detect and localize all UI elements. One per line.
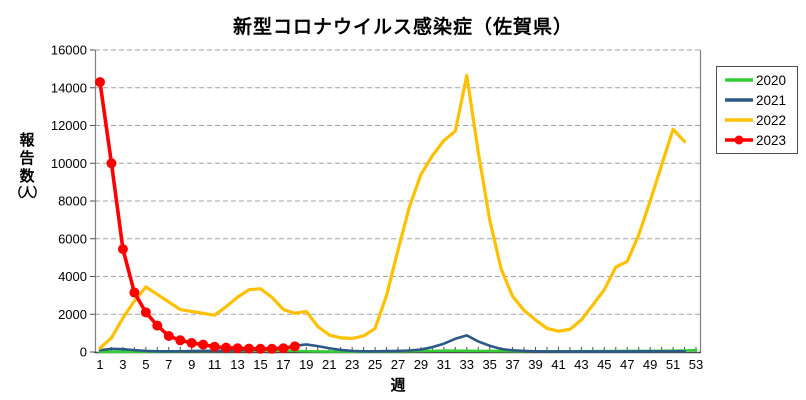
- x-tick-label: 43: [574, 357, 588, 372]
- x-tick-label: 21: [322, 357, 336, 372]
- y-tick-label: 6000: [58, 231, 87, 246]
- legend-line-swatch-icon: [725, 98, 753, 102]
- y-tick-label: 12000: [51, 118, 87, 133]
- series-2023-marker: [117, 244, 128, 255]
- x-tick-label: 29: [414, 357, 428, 372]
- x-tick-label: 13: [230, 357, 244, 372]
- series-2023-marker: [244, 343, 254, 354]
- y-axis-title-char: 報: [19, 132, 35, 149]
- legend-label: 2023: [756, 132, 787, 148]
- x-tick-label: 23: [345, 357, 359, 372]
- legend-line-swatch-icon: [725, 118, 753, 122]
- legend-item-2022: 2022: [724, 113, 795, 128]
- y-tick-label: 16000: [51, 43, 87, 58]
- series-2023-marker: [95, 77, 105, 88]
- y-tick-label: 10000: [51, 156, 87, 171]
- series-2023-marker: [278, 343, 289, 354]
- x-tick-label: 9: [188, 357, 195, 372]
- series-2023-marker: [175, 335, 186, 346]
- series-2023-marker: [186, 337, 197, 348]
- x-tick-label: 25: [368, 357, 382, 372]
- series-2022-line: [98, 73, 687, 350]
- x-tick-label: 35: [482, 357, 496, 372]
- x-tick-label: 41: [551, 357, 565, 372]
- series-2023-marker: [221, 342, 232, 353]
- legend-line-swatch-icon: [725, 135, 753, 145]
- legend-item-2023: 2023: [724, 133, 795, 148]
- x-tick-label: 1: [96, 357, 103, 372]
- series-2023-marker: [129, 287, 140, 298]
- series-2021-line: [98, 334, 686, 353]
- y-axis-title-char: 数: [19, 168, 35, 185]
- x-tick-label: 27: [391, 357, 405, 372]
- legend-label: 2021: [756, 92, 787, 108]
- series-2023-marker: [266, 343, 277, 354]
- x-tick-label: 47: [620, 357, 634, 372]
- y-tick-label: 14000: [51, 80, 87, 95]
- x-axis-title: 週: [390, 377, 406, 394]
- x-tick-label: 31: [437, 357, 451, 372]
- legend-label: 2022: [756, 112, 787, 128]
- y-axis-title: 報告数（人）: [8, 132, 46, 201]
- y-tick-label: 8000: [58, 194, 87, 209]
- series-2023-marker: [198, 339, 209, 350]
- series-2023-marker: [106, 158, 117, 169]
- x-tick-label: 51: [666, 357, 680, 372]
- x-tick-label: 37: [505, 357, 519, 372]
- series-2023-marker: [232, 343, 243, 354]
- y-tick-label: 2000: [58, 307, 87, 322]
- x-tick-label: 33: [460, 357, 474, 372]
- x-tick-label: 39: [528, 357, 542, 372]
- y-tick-label: 4000: [58, 269, 87, 284]
- x-tick-label: 11: [208, 357, 222, 372]
- legend-item-2021: 2021: [724, 93, 795, 108]
- series-2023-marker: [209, 341, 220, 352]
- y-axis-title-char: （人）: [9, 186, 46, 200]
- x-tick-label: 45: [597, 357, 611, 372]
- series-2023-marker: [140, 307, 151, 318]
- x-tick-label: 19: [299, 357, 313, 372]
- series-2023-marker: [255, 343, 266, 354]
- chart-title: 新型コロナウイルス感染症（佐賀県）: [232, 17, 573, 38]
- y-axis-title-char: 告: [19, 150, 35, 167]
- series-2023-marker: [163, 330, 174, 341]
- x-tick-label: 17: [276, 357, 290, 372]
- legend-label: 2020: [756, 72, 787, 88]
- legend: 2020 2021 2022 2023: [716, 66, 798, 154]
- x-tick-label: 3: [119, 357, 126, 372]
- x-tick-label: 49: [643, 357, 657, 372]
- series-2023-marker: [152, 320, 163, 331]
- legend-line-swatch-icon: [725, 78, 753, 82]
- legend-item-2020: 2020: [724, 73, 795, 88]
- x-tick-label: 5: [142, 357, 149, 372]
- x-tick-label: 53: [689, 357, 703, 372]
- series-2023-marker: [289, 341, 300, 352]
- x-tick-label: 7: [165, 357, 172, 372]
- x-tick-label: 15: [253, 357, 267, 372]
- y-tick-label: 0: [80, 345, 87, 360]
